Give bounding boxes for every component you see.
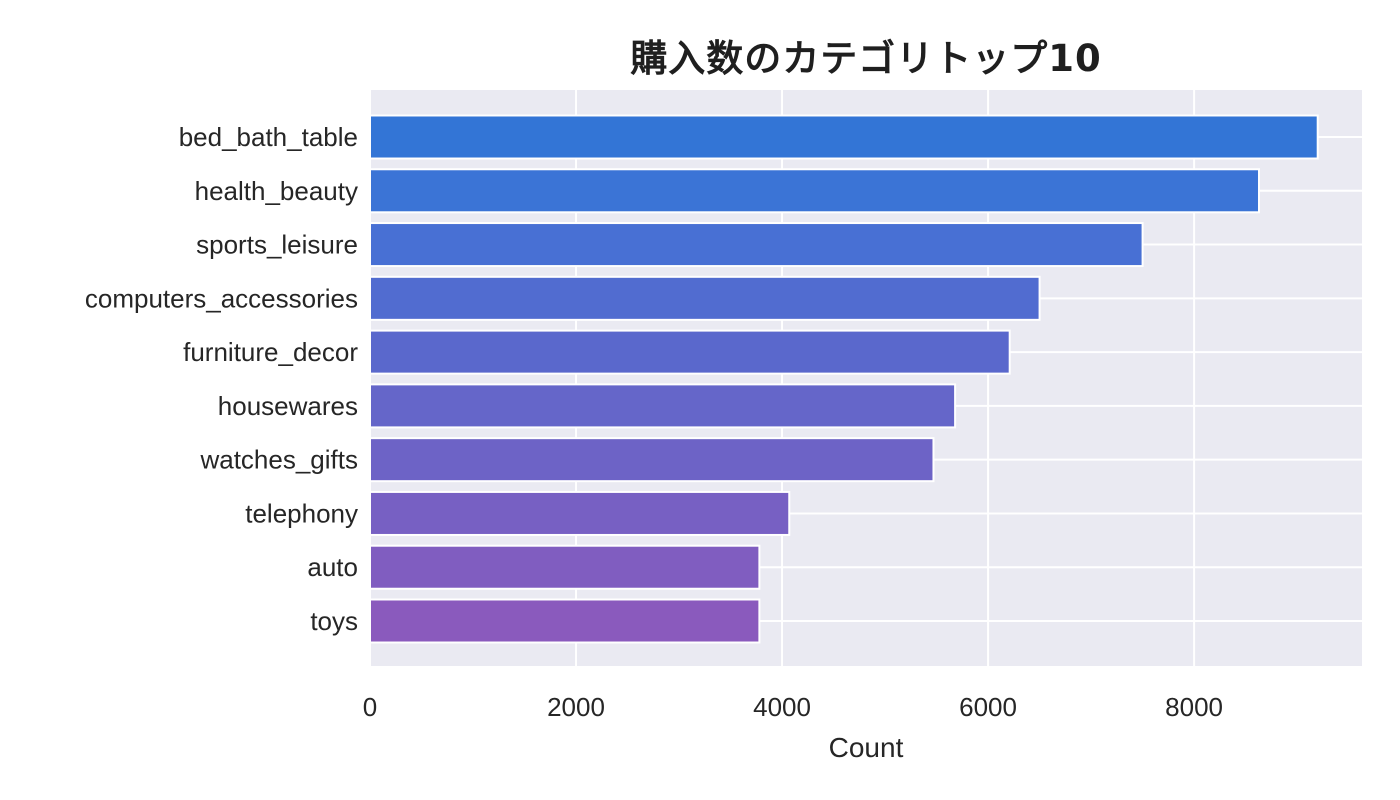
y-tick-label: housewares xyxy=(218,391,358,421)
y-tick-label: toys xyxy=(310,606,358,636)
x-axis-label: Count xyxy=(829,732,904,763)
bar-sports_leisure xyxy=(369,222,1144,268)
y-tick-label: sports_leisure xyxy=(196,230,358,260)
y-tick-label: watches_gifts xyxy=(199,445,358,475)
y-tick-label: bed_bath_table xyxy=(179,122,358,152)
y-tick-label: telephony xyxy=(245,498,358,528)
bar-auto xyxy=(369,544,761,590)
x-tick-label: 2000 xyxy=(547,692,605,722)
x-tick-label: 0 xyxy=(363,692,377,722)
x-tick-label: 8000 xyxy=(1165,692,1223,722)
x-tick-label: 4000 xyxy=(753,692,811,722)
bar-watches_gifts xyxy=(369,437,935,483)
bar-computers_accessories xyxy=(369,275,1041,321)
bar-health_beauty xyxy=(369,168,1260,214)
bar-bed_bath_table xyxy=(369,114,1319,160)
bar-telephony xyxy=(369,490,791,536)
bar-furniture_decor xyxy=(369,329,1011,375)
bar-housewares xyxy=(369,383,957,429)
y-tick-label: furniture_decor xyxy=(183,337,358,367)
chart-title: 購入数のカテゴリトップ10 xyxy=(630,37,1102,80)
bar-toys xyxy=(369,598,761,644)
x-tick-label: 6000 xyxy=(959,692,1017,722)
y-tick-label: auto xyxy=(307,552,358,582)
y-tick-label: health_beauty xyxy=(195,176,358,206)
y-tick-label: computers_accessories xyxy=(85,283,358,313)
